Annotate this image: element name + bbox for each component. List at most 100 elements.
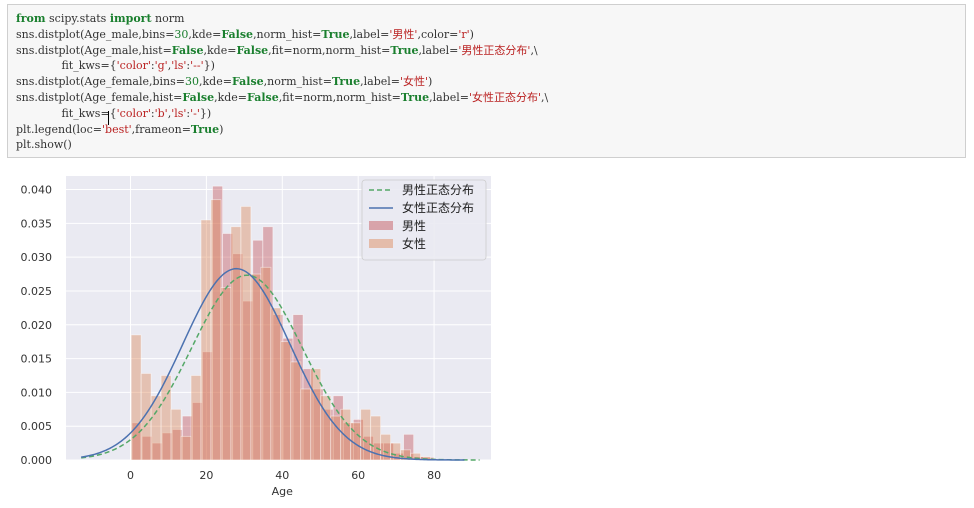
code-token: '男性' [389,27,418,41]
hist-bar-female [130,334,142,461]
code-token: plt.legend(loc= [16,122,102,136]
hist-bar-female [210,199,222,461]
y-tick-label: 0.005 [21,420,53,433]
code-token: 30 [174,27,189,41]
code-token: ,label= [418,43,459,57]
hist-bar-female [300,388,312,461]
code-token: False [182,90,215,104]
hist-bar-female [220,287,232,461]
hist-bar-female [140,373,152,461]
x-tick-label: 40 [275,469,289,482]
code-token: sns.distplot(Age_male,hist= [16,43,172,57]
code-line: sns.distplot(Age_female,bins=30,kde=Fals… [16,74,548,90]
code-token: ,\ [530,43,538,57]
code-editor[interactable]: from scipy.stats import norm sns.distplot… [16,11,548,153]
code-line: plt.legend(loc='best',frameon=True) [16,122,548,138]
code-token: : [186,106,191,120]
y-tick-label: 0.020 [21,319,53,332]
legend-entry: 女性正态分布 [369,200,474,215]
code-token: : [186,59,191,73]
code-token: 'color' [116,59,151,73]
code-token: : [150,59,155,73]
code-token: ,kde= [188,27,222,41]
code-token: }) [203,59,215,73]
code-token: 30 [185,75,199,89]
hist-bar-female [170,408,182,461]
code-token: ,kde= [214,90,248,104]
text-cursor [108,111,109,125]
code-token: False [236,43,269,57]
code-token: 'g' [154,59,168,73]
code-token: True [190,122,220,136]
code-token: ,fit=norm,norm_hist= [278,90,401,104]
legend-swatch [369,239,393,248]
code-line: fit_kws={'color':'b','ls':'-'}) [16,106,548,122]
x-tick-labels: 0 20 40 60 80 [127,469,441,482]
hist-bar-female [180,435,192,461]
code-token: 'ls' [171,106,187,120]
y-tick-label: 0.040 [21,184,53,197]
code-line: sns.distplot(Age_male,hist=False,kde=Fal… [16,43,548,59]
code-line: sns.distplot(Age_male,bins=30,kde=False,… [16,27,548,43]
code-token: True [321,27,350,41]
code-token: ,kde= [199,75,232,89]
code-token: 'best' [102,122,132,136]
x-axis-label: Age [272,485,294,498]
output-plot: 0.000 0.005 0.010 0.015 0.020 0.025 0.030 0.035… [0,170,500,508]
code-token: ,\ [541,90,549,104]
y-tick-label: 0.010 [21,386,53,399]
code-token: 'ls' [171,59,187,73]
code-token: from [16,12,46,25]
y-tick-label: 0.025 [21,285,53,298]
hist-bar-female [230,226,242,461]
legend-label: 男性正态分布 [402,183,474,197]
hist-bar-female [200,219,212,461]
legend-label: 男性 [402,219,426,233]
code-token: True [400,90,430,104]
histogram-bars [130,185,435,461]
code-line: fit_kws={'color':'g','ls':'--'}) [16,58,548,74]
code-token: plt.show() [16,138,72,152]
code-token: ,color= [417,27,459,41]
code-token: ,norm_hist= [263,75,332,89]
code-token: sns.distplot(Age_female,bins= [16,75,185,89]
code-token: , [167,106,172,120]
code-token: False [247,90,279,104]
legend-frame [361,179,487,261]
code-token: : [150,106,155,120]
x-tick-label: 60 [351,469,365,482]
code-token: scipy.stats [45,12,110,25]
code-token: ,fit=norm,norm_hist= [268,43,391,57]
hist-bar-female [250,273,262,461]
hist-bar-female [240,206,252,461]
legend-swatch [369,221,393,230]
code-token: ,norm_hist= [253,27,322,41]
code-token: }) [199,106,212,120]
hist-bar-female [320,395,332,461]
code-token: sns.distplot(Age_male,bins= [16,27,175,41]
hist-bar-female [190,375,202,461]
male-normal-curve [81,274,480,461]
x-tick-label: 0 [127,469,134,482]
code-token: ,kde= [203,43,237,57]
hist-bar-female [160,375,172,461]
legend-entry: 男性 [369,219,426,233]
x-tick-label: 20 [199,469,213,482]
code-line: sns.distplot(Age_female,hist=False,kde=F… [16,90,548,106]
code-token: ,label= [429,90,469,104]
code-token: 'r' [458,27,470,41]
y-tick-label: 0.015 [21,353,53,366]
code-token: False [221,27,254,41]
hist-bar-female [290,361,302,461]
hist-bar-female [280,341,292,461]
hist-bar-female [360,408,372,461]
code-token: , [167,59,172,73]
y-tick-label: 0.030 [21,251,53,264]
code-cell[interactable]: from scipy.stats import norm sns.distplot… [7,4,966,158]
code-token: ) [469,27,474,41]
code-token: '女性' [399,75,429,89]
code-token: fit_kws={ [16,59,117,73]
code-token: ,frameon= [131,122,191,136]
x-tick-label: 80 [427,469,441,482]
hist-bar-female [270,307,282,461]
